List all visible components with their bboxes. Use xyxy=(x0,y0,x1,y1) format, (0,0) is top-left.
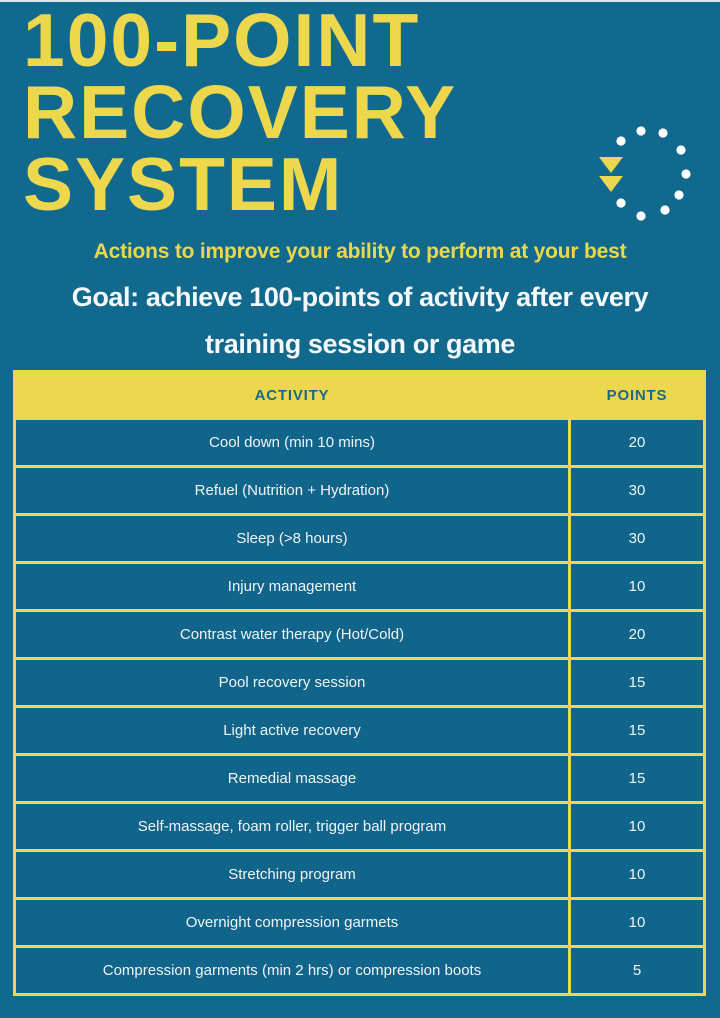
points-cell: 10 xyxy=(571,804,703,849)
table-row: Cool down (min 10 mins) 20 xyxy=(16,420,703,465)
points-cell: 30 xyxy=(571,468,703,513)
points-cell: 20 xyxy=(571,612,703,657)
table-row: Refuel (Nutrition + Hydration) 30 xyxy=(16,468,703,513)
activity-cell: Stretching program xyxy=(16,852,568,897)
goal-line-1: Goal: achieve 100-points of activity aft… xyxy=(71,282,649,312)
table-header-row: ACTIVITY POINTS xyxy=(16,373,703,417)
activity-cell: Remedial massage xyxy=(16,756,568,801)
activity-column-header: ACTIVITY xyxy=(16,373,568,417)
points-cell: 15 xyxy=(571,660,703,705)
table-row: Stretching program 10 xyxy=(16,852,703,897)
activity-cell: Compression garments (min 2 hrs) or comp… xyxy=(16,948,568,993)
activity-cell: Pool recovery session xyxy=(16,660,568,705)
table-row: Self-massage, foam roller, trigger ball … xyxy=(16,804,703,849)
top-edge-highlight xyxy=(0,0,720,2)
page-title: 100-POINT RECOVERY SYSTEM xyxy=(23,0,458,226)
table-row: Injury management 10 xyxy=(16,564,703,609)
table-row: Contrast water therapy (Hot/Cold) 20 xyxy=(16,612,703,657)
dotted-circle-logo xyxy=(599,126,691,221)
table-row: Pool recovery session 15 xyxy=(16,660,703,705)
dot-ring-icon xyxy=(616,126,691,221)
table-row: Compression garments (min 2 hrs) or comp… xyxy=(16,948,703,993)
points-cell: 20 xyxy=(571,420,703,465)
points-cell: 10 xyxy=(571,564,703,609)
title-line-1: 100-POINT xyxy=(23,0,421,82)
points-column-header: POINTS xyxy=(571,373,703,417)
table-row: Overnight compression garmets 10 xyxy=(16,900,703,945)
activity-cell: Overnight compression garmets xyxy=(16,900,568,945)
table-row: Light active recovery 15 xyxy=(16,708,703,753)
points-cell: 15 xyxy=(571,756,703,801)
title-line-2: RECOVERY xyxy=(23,70,458,154)
activity-cell: Sleep (>8 hours) xyxy=(16,516,568,561)
goal-line-2: training session or game xyxy=(205,329,515,359)
points-table: ACTIVITY POINTS Cool down (min 10 mins) … xyxy=(13,370,706,996)
activity-cell: Self-massage, foam roller, trigger ball … xyxy=(16,804,568,849)
points-cell: 10 xyxy=(571,900,703,945)
points-cell: 5 xyxy=(571,948,703,993)
points-cell: 15 xyxy=(571,708,703,753)
points-cell: 10 xyxy=(571,852,703,897)
down-arrows-icon xyxy=(599,157,623,192)
title-line-3: SYSTEM xyxy=(23,142,344,226)
subtitle: Actions to improve your ability to perfo… xyxy=(93,240,627,263)
table-row: Sleep (>8 hours) 30 xyxy=(16,516,703,561)
activity-cell: Light active recovery xyxy=(16,708,568,753)
goal-statement: Goal: achieve 100-points of activity aft… xyxy=(0,274,720,368)
activity-cell: Cool down (min 10 mins) xyxy=(16,420,568,465)
activity-cell: Contrast water therapy (Hot/Cold) xyxy=(16,612,568,657)
points-cell: 30 xyxy=(571,516,703,561)
activity-cell: Refuel (Nutrition + Hydration) xyxy=(16,468,568,513)
activity-cell: Injury management xyxy=(16,564,568,609)
table-row: Remedial massage 15 xyxy=(16,756,703,801)
